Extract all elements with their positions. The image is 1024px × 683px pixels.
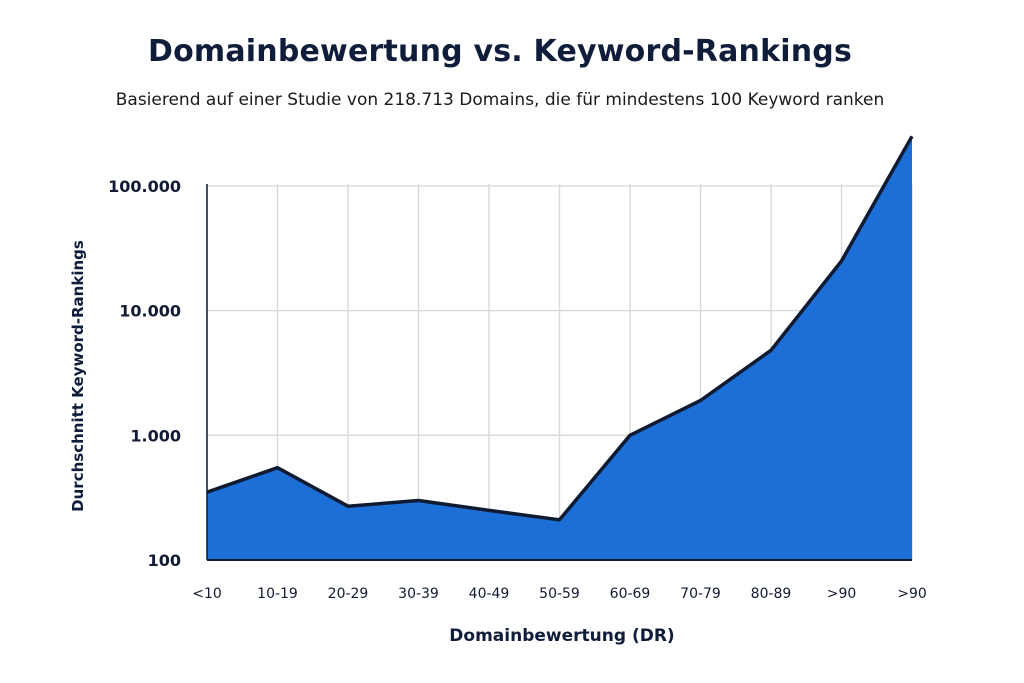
x-tick-label-8: 80-89 xyxy=(751,586,792,602)
x-tick-label-6: 60-69 xyxy=(610,586,651,602)
chart-title: Domainbewertung vs. Keyword-Rankings xyxy=(147,34,853,69)
x-tick-label-4: 40-49 xyxy=(469,586,510,602)
x-tick-label-1: 10-19 xyxy=(257,586,298,602)
x-tick-label-10: >90 xyxy=(897,586,927,602)
x-tick-label-9: >90 xyxy=(827,586,857,602)
x-tick-label-2: 20-29 xyxy=(328,586,369,602)
x-tick-label-0: <10 xyxy=(192,586,222,602)
x-ticks: <10 10-19 20-29 30-39 40-49 50-59 60-69 70-79 80… xyxy=(192,586,927,602)
y-tick-label-2: 10.000 xyxy=(119,302,181,321)
area-layer xyxy=(206,135,914,561)
x-tick-label-3: 30-39 xyxy=(398,586,439,602)
y-tick-label-0: 100 xyxy=(148,551,181,570)
y-tick-label-1: 1.000 xyxy=(130,426,181,445)
x-axis-label: Domainbewertung (DR) xyxy=(449,626,675,646)
y-tick-label-3: 100.000 xyxy=(108,177,181,196)
x-tick-label-5: 50-59 xyxy=(539,586,580,602)
y-ticks: 100 1.000 10.000 100.000 xyxy=(108,177,181,570)
x-tick-label-7: 70-79 xyxy=(680,586,721,602)
area-fill xyxy=(207,136,912,561)
chart-subtitle: Basierend auf einer Studie von 218.713 D… xyxy=(115,90,885,110)
